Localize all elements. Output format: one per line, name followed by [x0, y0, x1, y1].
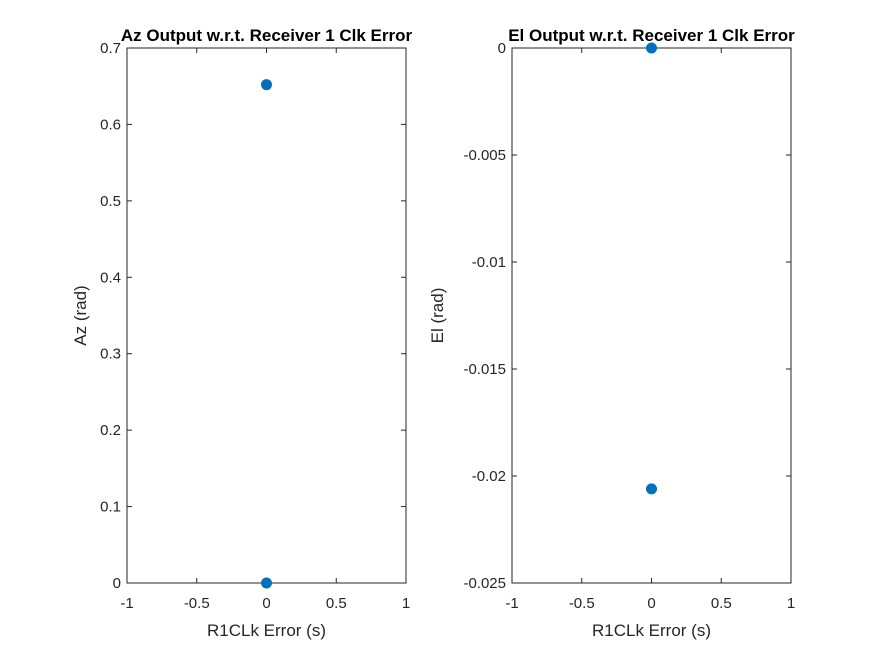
az-y-tick-label: 0.3 [100, 346, 121, 363]
el-x-tick-label: -0.5 [569, 595, 595, 612]
el-y-axis-label: El (rad) [428, 288, 447, 344]
el-data-point [646, 483, 657, 495]
el-y-tick-label: -0.005 [463, 147, 506, 164]
el-x-tick-label: 0.5 [711, 595, 732, 612]
az-y-tick-label: 0.6 [100, 116, 121, 133]
az-y-axis-label: Az (rad) [71, 285, 90, 345]
el-plot-title: El Output w.r.t. Receiver 1 Clk Error [508, 26, 795, 45]
az-plot-title: Az Output w.r.t. Receiver 1 Clk Error [121, 26, 413, 45]
az-x-tick-label: -1 [120, 595, 133, 612]
az-y-tick-label: 0 [113, 575, 121, 592]
az-y-tick-label: 0.1 [100, 499, 121, 516]
el-y-tick-label: -0.02 [472, 468, 506, 485]
el-y-tick-label: -0.025 [463, 575, 506, 592]
az-y-tick-label: 0.2 [100, 422, 121, 439]
el-data-point [646, 42, 657, 54]
az-data-point [261, 577, 272, 589]
el-plot: -1 -0.5 0 0.5 1 -0.025 -0.02 -0.015 -0.01 -0.005 0… [428, 26, 795, 640]
az-plot: -1 -0.5 0 0.5 1 0 0.1 0.2 0.3 0.4 0.5 0.6 0.7Az Outp… [71, 26, 413, 640]
az-y-tick-label: 0.7 [100, 40, 121, 57]
az-data-point [261, 79, 272, 91]
el-y-tick-label: 0 [498, 40, 506, 57]
az-y-tick-label: 0.5 [100, 193, 121, 210]
az-axes-box [126, 47, 407, 584]
az-x-tick-label: 1 [402, 595, 410, 612]
el-x-tick-label: 1 [787, 595, 795, 612]
az-y-tick-label: 0.4 [100, 269, 121, 286]
az-x-axis-label: R1CLk Error (s) [207, 621, 326, 640]
el-axes-box [511, 47, 792, 584]
az-x-tick-label: 0.5 [326, 595, 347, 612]
az-x-tick-label: -0.5 [184, 595, 210, 612]
el-y-tick-label: -0.01 [472, 254, 506, 271]
el-x-axis-label: R1CLk Error (s) [592, 621, 711, 640]
el-x-tick-label: -1 [505, 595, 518, 612]
el-y-tick-label: -0.015 [463, 361, 506, 378]
az-x-tick-label: 0 [262, 595, 270, 612]
el-x-tick-label: 0 [647, 595, 655, 612]
